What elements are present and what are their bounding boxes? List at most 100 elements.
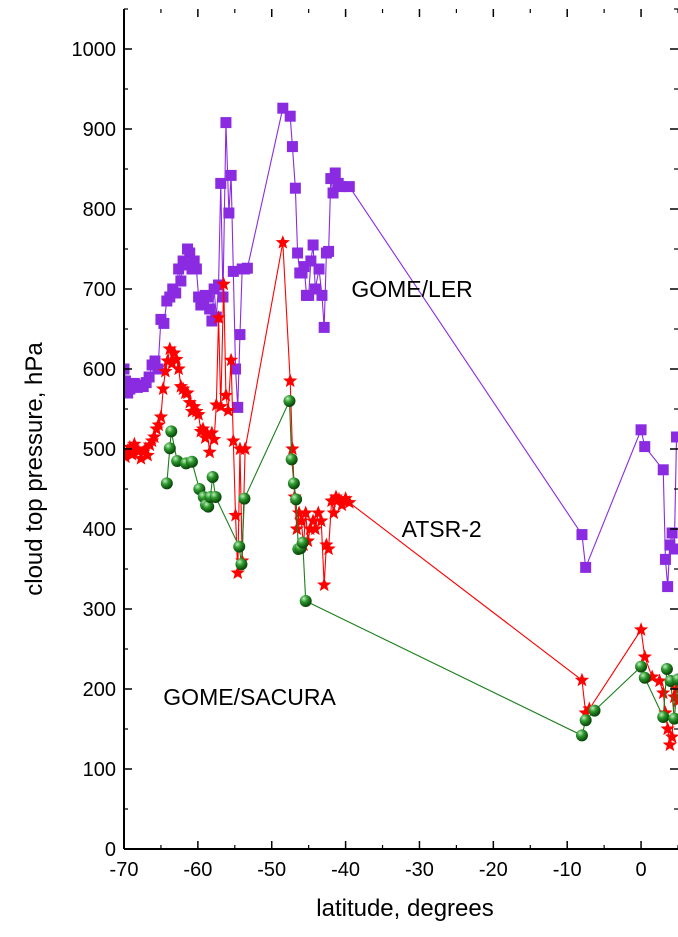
data-point-gome-sacura	[588, 704, 601, 717]
data-point-gome-sacura	[657, 711, 670, 723]
x-tick-label: 0	[636, 859, 647, 881]
data-point-atsr-2	[216, 276, 231, 291]
data-point-atsr-2	[305, 513, 321, 528]
data-point-atsr-2	[660, 721, 675, 736]
data-point-atsr-2	[153, 409, 169, 424]
data-point-atsr-2	[664, 729, 678, 744]
data-point-gome-ler	[204, 303, 216, 315]
data-point-gome-ler	[313, 263, 325, 275]
data-point-gome-ler	[343, 181, 355, 193]
data-point-gome-ler	[672, 431, 678, 443]
data-point-gome-ler	[184, 247, 196, 259]
data-point-gome-ler	[305, 255, 317, 267]
data-point-gome-ler	[668, 543, 678, 555]
data-point-gome-ler	[580, 561, 592, 573]
data-point-gome-ler	[666, 527, 678, 539]
data-point-gome-sacura	[165, 425, 178, 438]
data-point-gome-sacura	[285, 453, 298, 466]
data-point-gome-ler	[318, 321, 330, 333]
data-point-atsr-2	[238, 441, 253, 456]
data-point-atsr-2	[171, 361, 186, 376]
data-point-atsr-2	[308, 521, 323, 536]
data-point-atsr-2	[213, 399, 228, 413]
data-point-gome-ler	[149, 355, 161, 367]
data-point-gome-ler	[662, 581, 674, 593]
series-layer	[124, 102, 678, 752]
series-annotation: ATSR-2	[402, 516, 482, 542]
y-tick-label: 1000	[72, 39, 117, 61]
data-point-gome-ler	[227, 265, 239, 277]
data-point-gome-ler	[327, 187, 339, 199]
data-point-gome-ler	[286, 141, 298, 153]
y-tick-label: 400	[83, 519, 116, 541]
data-point-gome-sacura	[638, 671, 651, 684]
data-point-atsr-2	[334, 497, 350, 512]
data-point-gome-sacura	[575, 729, 588, 742]
data-point-gome-ler	[241, 262, 253, 274]
y-tick-label: 300	[83, 599, 116, 621]
data-point-gome-ler	[164, 291, 176, 303]
data-point-atsr-2	[298, 505, 313, 520]
data-point-gome-ler	[303, 289, 315, 301]
data-point-atsr-2	[294, 513, 309, 528]
y-tick-label: 100	[83, 759, 116, 781]
data-point-atsr-2	[637, 649, 652, 664]
data-point-gome-ler	[309, 283, 321, 295]
data-point-atsr-2	[204, 425, 220, 440]
y-tick-label: 600	[83, 359, 116, 381]
y-tick-label: 0	[105, 839, 116, 861]
data-point-gome-ler	[284, 110, 296, 122]
data-point-atsr-2	[574, 672, 590, 687]
data-point-gome-ler	[298, 261, 310, 273]
data-point-atsr-2	[202, 444, 217, 459]
data-point-gome-ler	[296, 267, 308, 279]
data-point-gome-sacura	[668, 712, 678, 725]
data-point-gome-ler	[197, 299, 209, 311]
data-point-gome-ler	[201, 291, 213, 303]
tick-labels: 0 100 200 300 400 500 600 700 800 900 1000 -70 -60 -5…	[72, 39, 647, 881]
y-axis-title: cloud top pressure, hPa	[21, 342, 48, 596]
data-point-gome-ler	[158, 317, 170, 329]
data-point-atsr-2	[633, 622, 649, 636]
data-point-gome-sacura	[185, 455, 198, 468]
data-point-atsr-2	[223, 352, 239, 367]
data-point-gome-sacura	[283, 395, 296, 407]
data-point-gome-sacura	[235, 558, 248, 571]
data-point-gome-ler	[190, 263, 202, 275]
data-point-gome-sacura	[163, 442, 176, 455]
data-point-atsr-2	[228, 507, 243, 522]
axes-layer	[123, 8, 678, 850]
data-point-gome-sacura	[233, 540, 246, 553]
data-point-atsr-2	[275, 235, 290, 249]
x-axis-title: latitude, degrees	[316, 895, 493, 922]
series-gome-sacura	[160, 395, 678, 742]
data-point-gome-ler	[225, 169, 237, 181]
data-point-gome-ler	[329, 167, 341, 179]
x-tick-label: -20	[479, 859, 508, 881]
data-point-atsr-2	[200, 427, 215, 441]
data-point-gome-sacura	[635, 660, 648, 673]
data-point-atsr-2	[124, 447, 140, 461]
data-point-gome-sacura	[238, 492, 251, 505]
data-point-gome-ler	[152, 363, 164, 375]
data-point-atsr-2	[319, 537, 334, 552]
data-point-gome-ler	[635, 424, 647, 436]
y-tick-label: 900	[83, 119, 116, 141]
data-point-gome-ler	[639, 441, 651, 453]
data-point-gome-sacura	[290, 493, 303, 506]
data-point-atsr-2	[195, 421, 211, 436]
data-point-gome-sacura	[287, 477, 300, 490]
data-point-gome-ler	[659, 553, 671, 565]
data-point-atsr-2	[230, 565, 245, 580]
data-point-atsr-2	[321, 541, 336, 556]
data-point-gome-ler	[576, 529, 588, 541]
data-point-gome-sacura	[209, 491, 222, 503]
data-point-gome-ler	[307, 239, 319, 251]
data-point-gome-ler	[188, 255, 200, 267]
data-point-atsr-2	[164, 355, 180, 370]
data-point-gome-sacura	[160, 477, 173, 490]
data-point-atsr-2	[291, 505, 307, 520]
data-point-atsr-2	[167, 345, 182, 360]
data-point-atsr-2	[328, 489, 344, 504]
